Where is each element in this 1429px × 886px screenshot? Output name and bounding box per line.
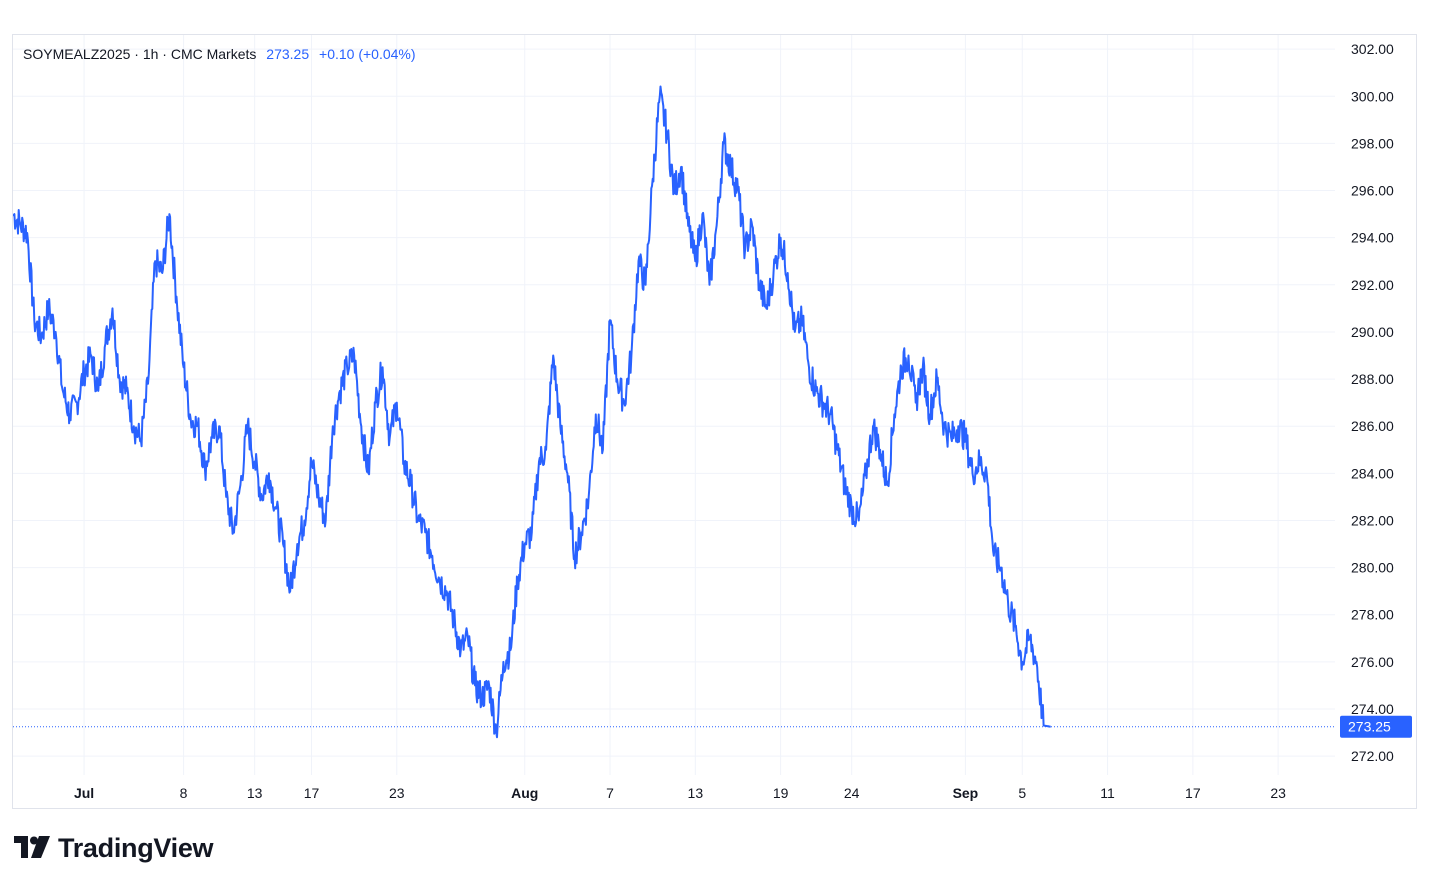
last-price-label: 273.25 — [1340, 715, 1412, 738]
x-tick-label: 23 — [389, 785, 405, 801]
symbol-legend: SOYMEALZ2025 · 1h · CMC Markets 273.25 +… — [23, 46, 416, 62]
y-axis[interactable]: 272.00 274.00 276.00 278.00 280.00 282.00 284.… — [1340, 41, 1412, 764]
series-line — [13, 85, 1051, 739]
symbol-title[interactable]: SOYMEALZ2025 · 1h · CMC Markets — [23, 46, 257, 62]
y-tick-label: 276.00 — [1351, 654, 1394, 670]
x-tick-label: 13 — [688, 785, 704, 801]
x-tick-label: Aug — [511, 785, 538, 801]
x-tick-label: 8 — [180, 785, 188, 801]
y-tick-label: 290.00 — [1351, 324, 1394, 340]
y-tick-label: 288.00 — [1351, 371, 1394, 387]
tradingview-brand[interactable]: TradingView — [14, 832, 214, 863]
x-tick-label: 17 — [304, 785, 320, 801]
brand-name: TradingView — [58, 832, 214, 863]
x-tick-label: 23 — [1270, 785, 1286, 801]
last-price-label-bg — [1340, 715, 1412, 738]
y-tick-label: 300.00 — [1351, 88, 1394, 104]
grid — [13, 35, 1335, 775]
y-tick-label: 296.00 — [1351, 183, 1394, 199]
last-price-label-text: 273.25 — [1348, 719, 1391, 735]
x-tick-label: Sep — [953, 785, 979, 801]
price-change: +0.10 (+0.04%) — [319, 46, 416, 62]
last-price: 273.25 — [266, 46, 310, 62]
x-tick-label: 19 — [773, 785, 789, 801]
y-tick-label: 274.00 — [1351, 701, 1394, 717]
x-tick-label: 7 — [606, 785, 614, 801]
x-tick-label: Jul — [74, 785, 94, 801]
y-tick-label: 294.00 — [1351, 230, 1394, 246]
price-chart[interactable]: 272.00 274.00 276.00 278.00 280.00 282.00 284.… — [13, 35, 1418, 810]
y-tick-label: 286.00 — [1351, 418, 1394, 434]
y-tick-label: 284.00 — [1351, 465, 1394, 481]
x-tick-label: 24 — [844, 785, 860, 801]
x-tick-label: 11 — [1100, 785, 1115, 801]
x-axis[interactable]: Jul 8 13 17 23 Aug 7 13 19 24 Sep 5 11 17 23 — [74, 785, 1286, 801]
chart-container[interactable]: 272.00 274.00 276.00 278.00 280.00 282.00 284.… — [12, 34, 1417, 809]
x-tick-label: 17 — [1185, 785, 1201, 801]
x-tick-label: 13 — [247, 785, 263, 801]
tradingview-logo-icon — [14, 836, 50, 858]
price-series — [13, 85, 1335, 739]
y-tick-label: 292.00 — [1351, 277, 1394, 293]
y-tick-label: 282.00 — [1351, 512, 1394, 528]
y-tick-label: 278.00 — [1351, 607, 1394, 623]
x-tick-label: 5 — [1018, 785, 1026, 801]
y-tick-label: 272.00 — [1351, 748, 1394, 764]
y-tick-label: 280.00 — [1351, 560, 1394, 576]
y-tick-label: 298.00 — [1351, 135, 1394, 151]
y-tick-label: 302.00 — [1351, 41, 1394, 57]
